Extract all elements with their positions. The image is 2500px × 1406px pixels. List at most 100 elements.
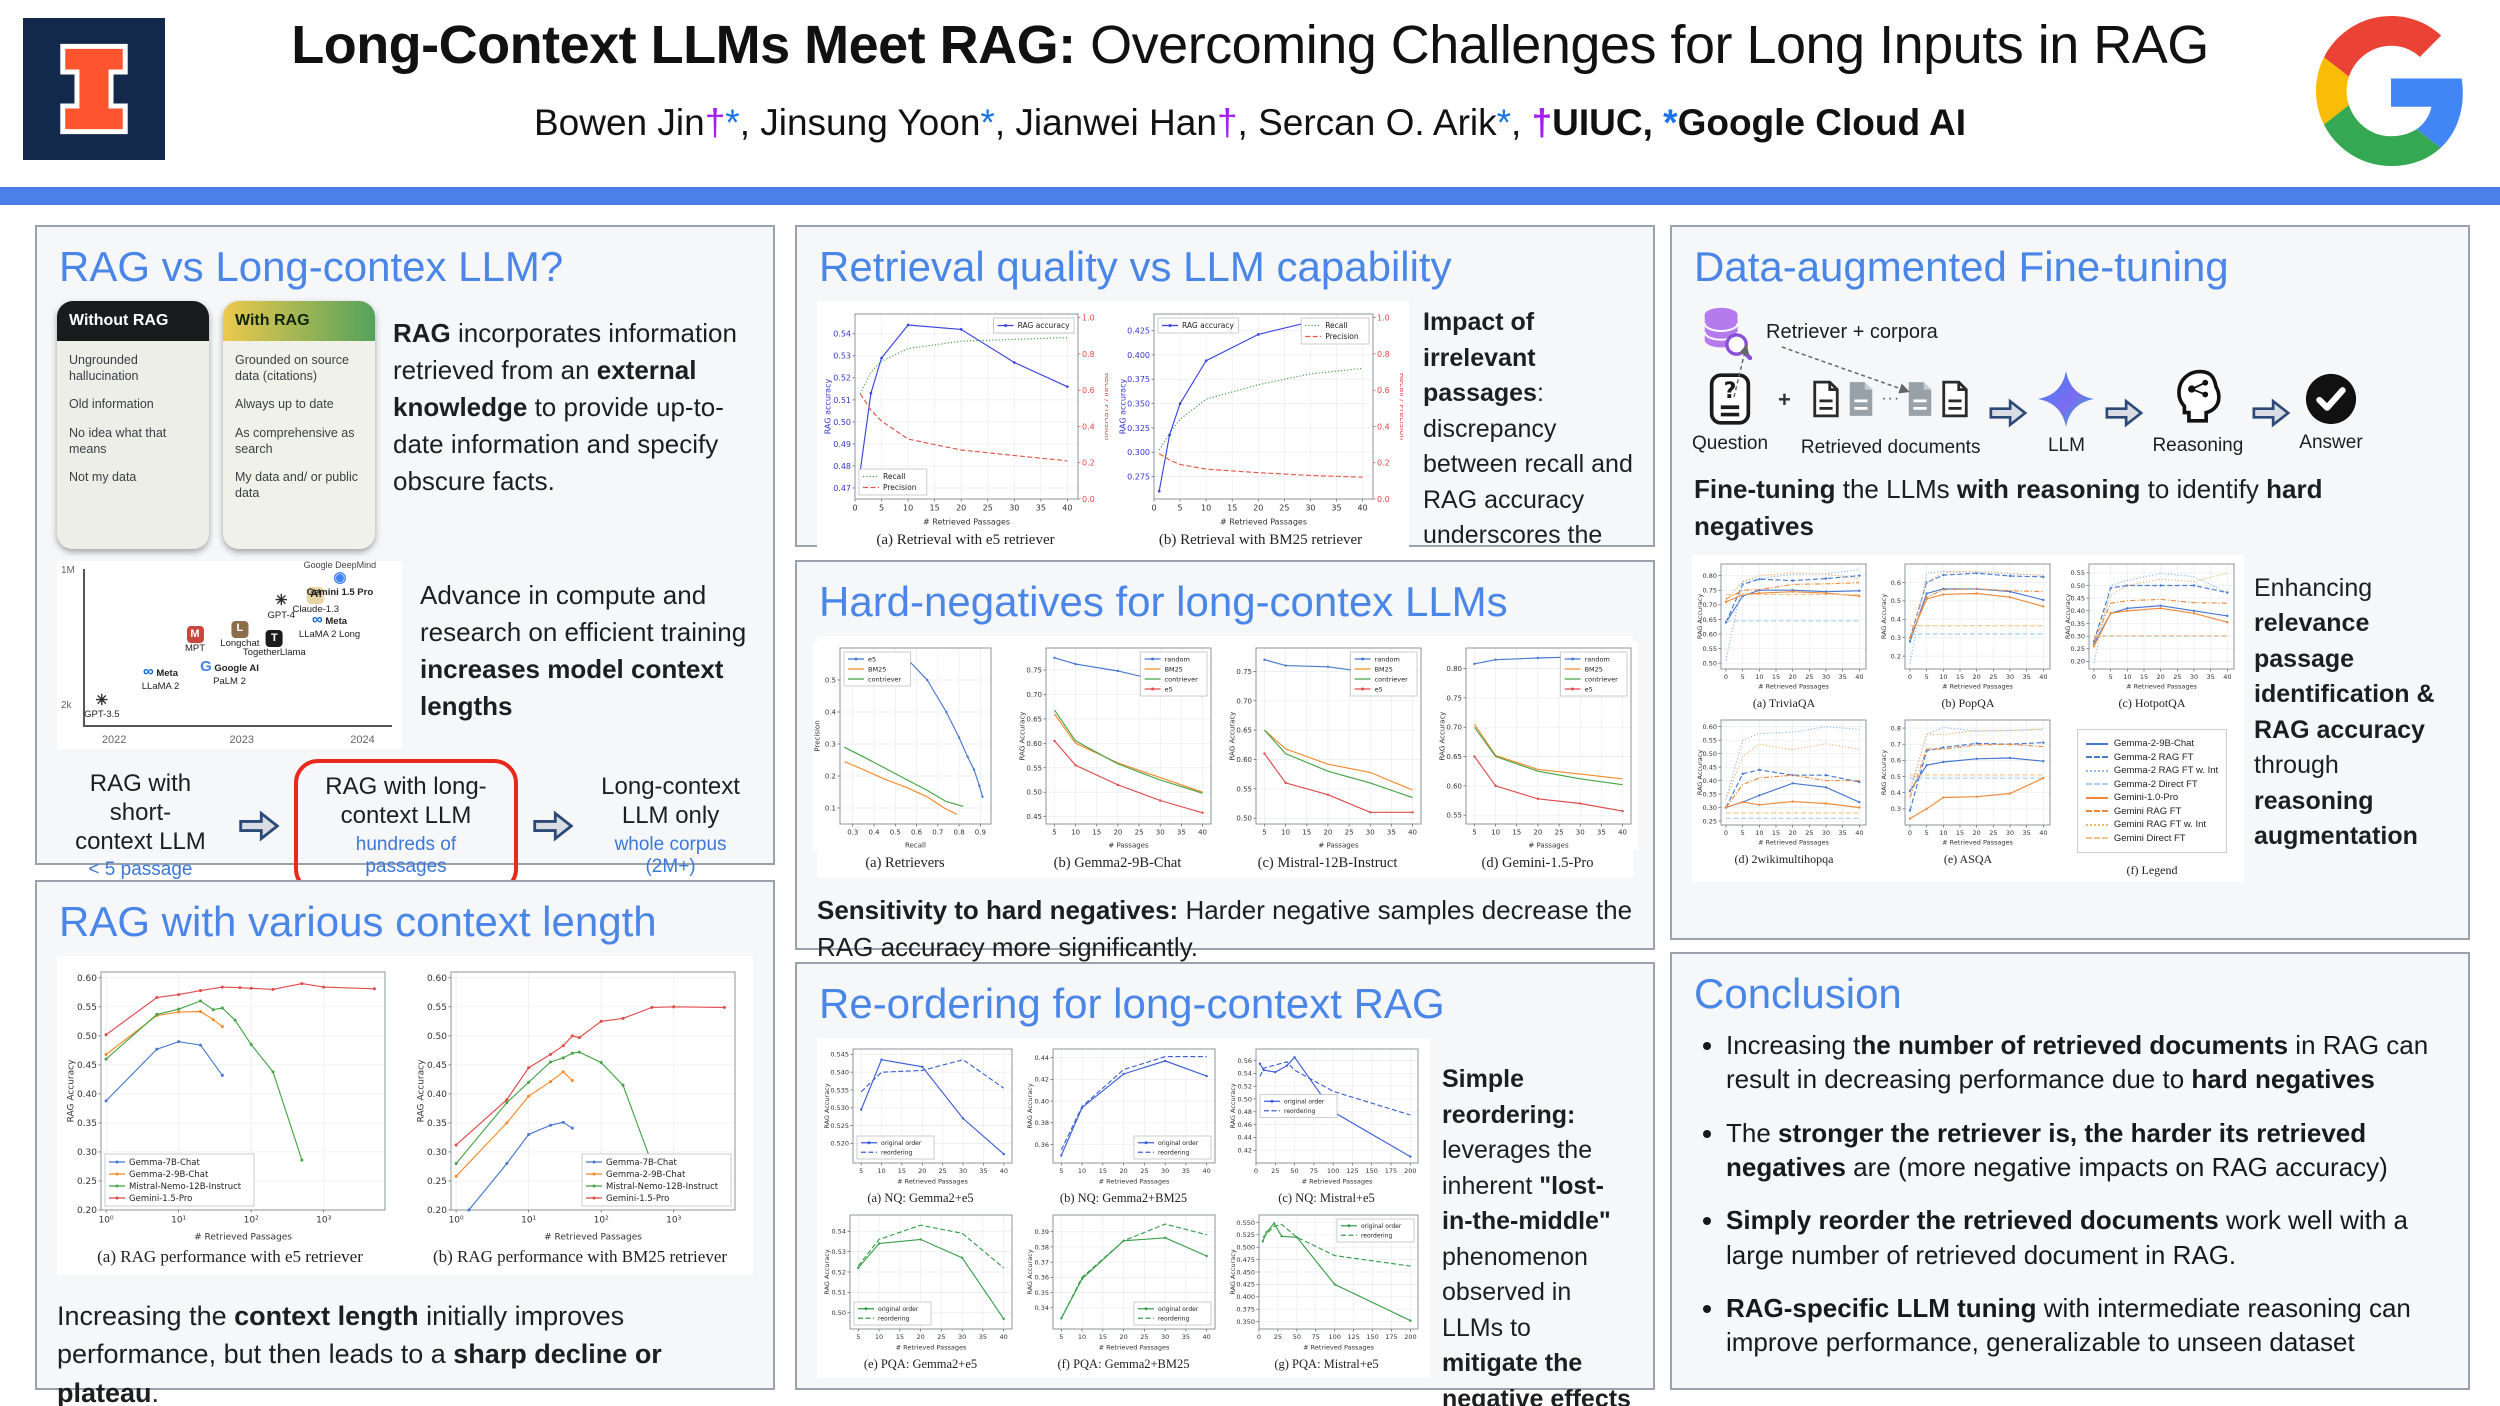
svg-text:40: 40 [1000, 1167, 1008, 1175]
model-logo-icon: A\ [307, 586, 325, 604]
svg-text:10: 10 [1755, 673, 1763, 681]
svg-text:0.52: 0.52 [832, 1268, 846, 1276]
phone-feature-item: My data and/ or public data [235, 470, 358, 500]
svg-text:reordering: reordering [1284, 1108, 1315, 1115]
svg-text:175: 175 [1385, 1333, 1397, 1341]
model-logo-icon: L [231, 620, 249, 638]
svg-text:0.52: 0.52 [1238, 1082, 1252, 1090]
svg-text:0.4: 0.4 [1891, 789, 1901, 797]
svg-text:RAG Accuracy: RAG Accuracy [1229, 1249, 1237, 1295]
svg-text:0.545: 0.545 [830, 1051, 849, 1059]
svg-text:# Retrieved Passages: # Retrieved Passages [1302, 1178, 1373, 1186]
svg-text:30: 30 [1009, 504, 1019, 513]
svg-text:0.54: 0.54 [833, 330, 851, 339]
svg-text:contriever: contriever [868, 675, 902, 683]
svg-text:0.60: 0.60 [1446, 782, 1462, 790]
svg-text:0.350: 0.350 [1127, 399, 1150, 408]
svg-text:RAG accuracy: RAG accuracy [1119, 379, 1128, 435]
svg-text:0.550: 0.550 [1236, 1219, 1255, 1227]
svg-text:0: 0 [1724, 829, 1728, 837]
arrow-icon [239, 810, 280, 842]
svg-text:?: ? [1724, 379, 1737, 404]
svg-text:0.30: 0.30 [1703, 804, 1717, 812]
svg-text:40: 40 [2039, 673, 2047, 681]
svg-text:35: 35 [1176, 829, 1185, 837]
svg-text:0.75: 0.75 [1703, 586, 1717, 594]
svg-text:25: 25 [1140, 1333, 1148, 1341]
model-logo-icon: M [186, 626, 204, 644]
legend-entry: Gemini RAG FT w. Int [2085, 819, 2218, 830]
svg-text:# Passages: # Passages [1108, 842, 1149, 850]
svg-text:original order: original order [1158, 1306, 1199, 1313]
phone-feature-item: Ungrounded hallucination [69, 353, 139, 383]
line-chart: 0.520 0.525 0.530 0.535 0.540 0.545 5 10 15 20 25 3… [823, 1044, 1018, 1191]
svg-text:10: 10 [1491, 829, 1500, 837]
svg-text:0.70: 0.70 [1026, 691, 1042, 699]
svg-text:25: 25 [1134, 829, 1143, 837]
line-chart: 0.20 0.25 0.30 0.35 0.40 0.45 0.50 0.55 0 5 10 15 20… [2064, 558, 2240, 696]
svg-text:5: 5 [1052, 829, 1056, 837]
retrieved-docs-icons: ··· [1811, 367, 1970, 431]
svg-text:30: 30 [2006, 829, 2014, 837]
svg-text:0.54: 0.54 [832, 1228, 846, 1236]
phone-with-rag: With RAG Grounded on source data (citati… [223, 301, 375, 549]
chart-caption: (e) ASQA [1943, 851, 1993, 866]
panel-title: Re-ordering for long-context RAG [819, 980, 1445, 1027]
svg-text:25: 25 [983, 504, 993, 513]
line-chart: 0.45 0.50 0.55 0.60 0.65 0.70 0.75 5 10 15 20 25 30 3… [1017, 642, 1218, 855]
svg-text:30: 30 [1822, 829, 1830, 837]
timeline-model: ✳ GPT-4 [267, 591, 295, 621]
svg-text:BM25: BM25 [1164, 665, 1182, 673]
svg-text:reordering: reordering [1158, 1315, 1189, 1322]
svg-text:0.35: 0.35 [427, 1119, 447, 1129]
model-logo-icon: T [265, 629, 283, 647]
svg-text:10: 10 [877, 1167, 885, 1175]
svg-text:0.25: 0.25 [427, 1177, 447, 1187]
svg-text:0.375: 0.375 [1127, 375, 1150, 384]
svg-text:10³: 10³ [316, 1216, 331, 1226]
svg-text:0.42: 0.42 [1238, 1147, 1252, 1155]
svg-text:20: 20 [916, 1333, 924, 1341]
svg-text:0.56: 0.56 [1238, 1057, 1252, 1065]
timeline-model: Google DeepMind ◉ Gemini 1.5 Pro [303, 560, 377, 599]
svg-text:30: 30 [1305, 504, 1315, 513]
svg-text:# Retrieved Passages: # Retrieved Passages [2126, 682, 2197, 690]
svg-text:20: 20 [918, 1167, 926, 1175]
title-block: Long-Context LLMs Meet RAG: Overcoming C… [200, 14, 2300, 144]
chart-caption: (d) 2wikimultihopqa [1734, 851, 1834, 866]
timeline-model: M MPT [184, 626, 206, 655]
svg-text:0.530: 0.530 [830, 1104, 849, 1112]
svg-text:# Retrieved Passages: # Retrieved Passages [897, 1178, 968, 1186]
svg-text:10²: 10² [244, 1216, 259, 1226]
svg-text:0.275: 0.275 [1127, 472, 1150, 481]
answer-check-icon [2305, 373, 2357, 425]
dual-axis-chart: 0.47 0.48 0.49 0.50 0.51 0.52 0.53 0.54 0 5 10 15 20… [823, 307, 1112, 532]
svg-text:0.300: 0.300 [1127, 448, 1150, 457]
svg-text:# Retrieved Passages: # Retrieved Passages [1099, 1344, 1170, 1352]
svg-text:# Retrieved Passages: # Retrieved Passages [923, 518, 1010, 527]
svg-text:0.425: 0.425 [1236, 1281, 1255, 1289]
chart-caption: (g) PQA: Mistral+e5 [1274, 1357, 1379, 1371]
svg-text:0.50: 0.50 [1703, 659, 1717, 667]
legend-entry: Gemini Direct FT [2085, 833, 2218, 844]
chart-ft-triviaqa: 0.50 0.55 0.60 0.65 0.70 0.75 0.80 0 5 10 15 20 25 30… [1696, 558, 1872, 711]
retriever-label: Retriever + corpora [1766, 320, 1938, 343]
phone-without-rag: Without RAG Ungrounded hallucination Old … [57, 301, 209, 549]
svg-text:0.60: 0.60 [427, 974, 447, 984]
line-chart: 0.3 0.4 0.5 0.6 0.7 0.8 0 5 10 15 20 25 30 35 40 RAG Ac… [1880, 714, 2056, 852]
svg-text:5: 5 [1059, 1333, 1063, 1341]
svg-text:0.50: 0.50 [833, 418, 851, 427]
svg-text:30: 30 [1365, 829, 1374, 837]
svg-text:10: 10 [1755, 829, 1763, 837]
chart-caption: (b) NQ: Gemma2+BM25 [1059, 1191, 1188, 1205]
svg-text:Gemini-1.5-Pro: Gemini-1.5-Pro [606, 1194, 669, 1204]
svg-text:reordering: reordering [1158, 1149, 1189, 1156]
chart-caption: (a) NQ: Gemma2+e5 [867, 1191, 974, 1205]
svg-text:150: 150 [1366, 1333, 1378, 1341]
svg-text:0.37: 0.37 [1035, 1258, 1049, 1266]
svg-text:original order: original order [1361, 1223, 1402, 1230]
svg-text:0.80: 0.80 [1703, 572, 1717, 580]
svg-text:75: 75 [1310, 1167, 1318, 1175]
timeline-model: ∞ Meta LLaMA 2 Long [298, 610, 361, 640]
